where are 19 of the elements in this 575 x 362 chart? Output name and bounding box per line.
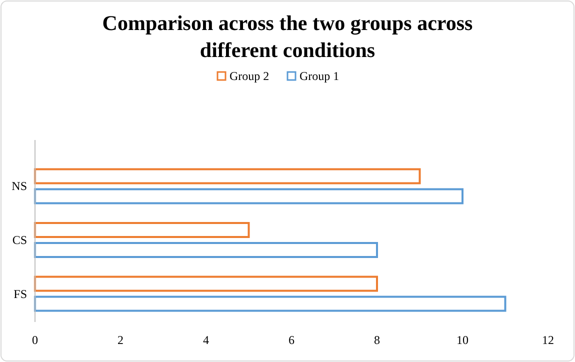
- x-tick-label: 12: [542, 333, 554, 347]
- bar: [34, 222, 250, 238]
- x-tick-label: 0: [32, 333, 38, 347]
- y-tick-label: CS: [12, 233, 27, 247]
- y-tick-label: NS: [12, 179, 27, 194]
- bar: [34, 188, 464, 204]
- legend-label: Group 2: [230, 69, 270, 83]
- y-tick-label: FS: [14, 286, 27, 301]
- x-tick-label: 10: [456, 333, 468, 347]
- bar: [34, 276, 378, 292]
- bar: [34, 168, 421, 184]
- x-tick-label: 6: [288, 333, 294, 347]
- x-tick-label: 2: [118, 333, 124, 347]
- chart-title: Comparison across the two groups across different conditions: [102, 11, 473, 62]
- x-tick-label: 8: [374, 333, 380, 347]
- x-tick-label: 4: [203, 333, 209, 347]
- bar: [34, 242, 378, 258]
- bar: [34, 296, 506, 312]
- legend-label: Group 1: [300, 69, 340, 83]
